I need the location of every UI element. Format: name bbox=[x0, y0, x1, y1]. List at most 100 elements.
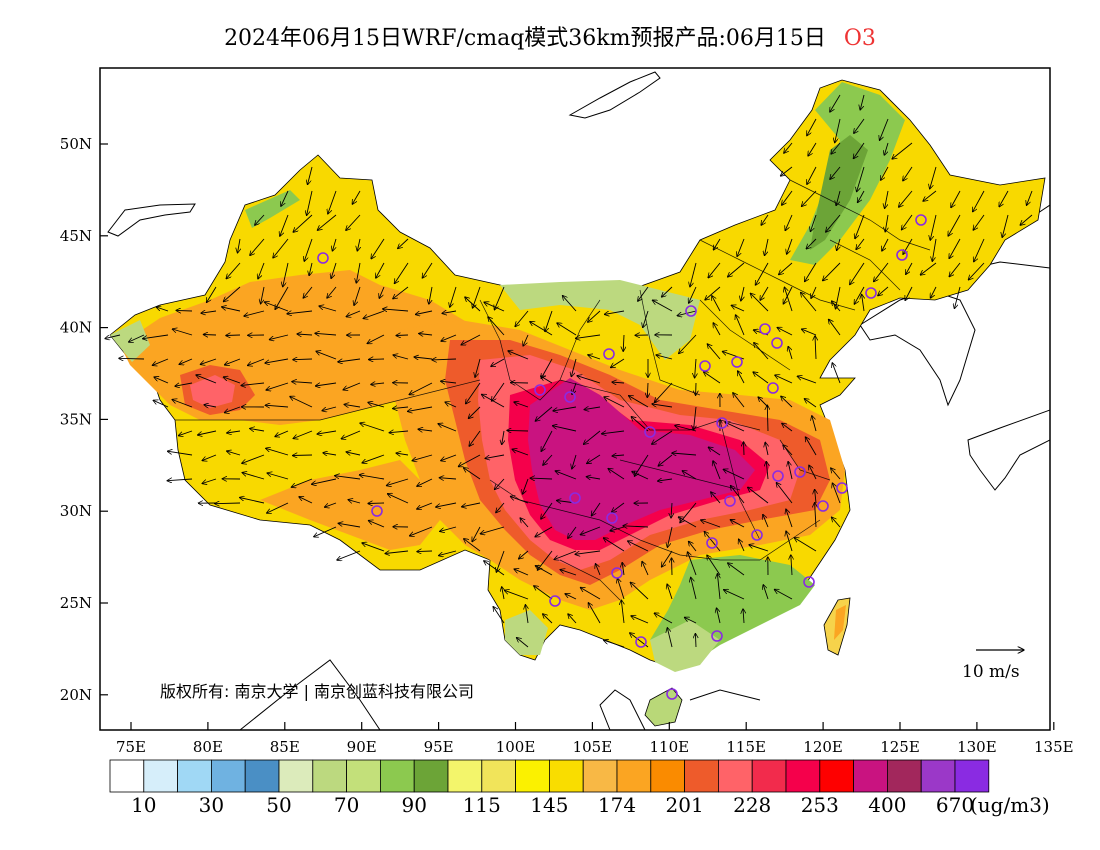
wind-arrow bbox=[393, 407, 409, 409]
wind-arrow bbox=[704, 372, 721, 384]
wind-arrow bbox=[337, 550, 361, 560]
wind-arrow bbox=[610, 526, 625, 531]
wind-arrow bbox=[555, 471, 577, 480]
wind-arrow bbox=[647, 382, 648, 398]
legend-label: 670 bbox=[936, 793, 974, 817]
wind-arrow bbox=[902, 214, 913, 230]
map-title: 2024年06月15日WRF/cmaq模式36km预报产品:06月15日 O3 bbox=[0, 20, 1100, 52]
wind-arrow bbox=[690, 262, 697, 287]
wind-arrow bbox=[393, 286, 409, 299]
legend-swatch bbox=[413, 759, 449, 793]
wind-arrow bbox=[788, 462, 793, 480]
wind-arrow bbox=[658, 454, 673, 466]
wind-arrow bbox=[328, 190, 337, 214]
wind-arrow bbox=[293, 430, 313, 439]
wind-arrow bbox=[396, 335, 409, 336]
wind-arrow bbox=[724, 590, 745, 600]
wind-arrow bbox=[623, 334, 624, 351]
wind-arrow bbox=[642, 561, 649, 576]
wind-arrow bbox=[534, 586, 553, 600]
wind-arrow bbox=[441, 334, 457, 341]
wind-arrow bbox=[439, 550, 457, 556]
wind-arrow bbox=[557, 323, 577, 336]
wind-arrow bbox=[156, 307, 169, 312]
lat-tick-label: 20N bbox=[60, 686, 92, 704]
wind-arrow bbox=[708, 262, 721, 278]
wind-scale-label: 10 m/s bbox=[962, 662, 1020, 682]
wind-arrow bbox=[553, 406, 577, 411]
wind-arrow bbox=[903, 238, 913, 254]
wind-arrow bbox=[261, 286, 265, 304]
wind-arrow bbox=[725, 422, 745, 432]
wind-arrow bbox=[227, 451, 241, 456]
wind-arrow bbox=[999, 190, 1009, 207]
wind-arrow bbox=[363, 310, 385, 319]
wind-arrow bbox=[508, 351, 529, 360]
wind-arrow bbox=[577, 376, 601, 384]
wind-arrow bbox=[930, 286, 937, 298]
wind-arrow bbox=[608, 469, 625, 480]
lon-tick-label: 100E bbox=[496, 738, 536, 756]
wind-arrow bbox=[708, 447, 721, 456]
wind-arrow bbox=[515, 310, 529, 327]
legend-swatch bbox=[109, 759, 145, 793]
wind-arrow bbox=[784, 287, 793, 312]
wind-arrow bbox=[368, 402, 385, 408]
wind-arrow bbox=[654, 613, 673, 624]
wind-arrow bbox=[335, 476, 361, 480]
wind-arrow bbox=[713, 323, 721, 336]
wind-arrow bbox=[343, 382, 361, 390]
wind-arrow bbox=[465, 297, 481, 312]
wind-arrow bbox=[554, 550, 577, 560]
wind-arrow bbox=[472, 526, 481, 542]
wind-arrow bbox=[713, 238, 721, 250]
legend-swatch bbox=[887, 759, 922, 793]
wind-arrow bbox=[580, 526, 601, 535]
wind-arrow bbox=[741, 286, 744, 301]
wind-arrow bbox=[604, 397, 625, 408]
legend-swatch bbox=[853, 759, 888, 793]
wind-arrow bbox=[804, 399, 817, 408]
wind-arrow bbox=[760, 286, 769, 300]
wind-arrow bbox=[319, 306, 337, 312]
wind-arrow bbox=[805, 262, 817, 282]
city-marker bbox=[711, 630, 723, 642]
wind-arrow bbox=[765, 238, 769, 256]
wind-arrow bbox=[466, 382, 481, 404]
wind-arrow bbox=[222, 307, 241, 312]
city-marker bbox=[794, 466, 806, 478]
wind-arrow bbox=[591, 502, 601, 516]
wind-arrow bbox=[267, 473, 289, 480]
wind-arrow bbox=[541, 376, 553, 384]
wind-arrow bbox=[196, 375, 217, 384]
legend-label: 253 bbox=[801, 793, 839, 817]
wind-arrow bbox=[469, 430, 481, 446]
wind-arrow bbox=[832, 483, 841, 504]
legend-swatch bbox=[718, 759, 753, 793]
wind-arrow bbox=[855, 214, 865, 239]
wind-arrow bbox=[387, 494, 409, 504]
wind-arrow bbox=[315, 333, 337, 335]
wind-arrow bbox=[695, 358, 696, 378]
wind-arrow bbox=[325, 502, 337, 507]
wind-arrow bbox=[595, 564, 601, 576]
wind-arrow bbox=[782, 423, 793, 432]
city-marker bbox=[803, 576, 815, 588]
wind-arrow bbox=[806, 238, 817, 249]
wind-arrow bbox=[652, 430, 673, 444]
wind-arrow bbox=[809, 465, 817, 480]
wind-arrow bbox=[535, 526, 553, 537]
wind-arrow bbox=[730, 486, 745, 504]
wind-arrow bbox=[494, 286, 505, 310]
wind-arrow bbox=[738, 371, 745, 384]
wind-arrow bbox=[167, 451, 193, 456]
wind-arrow bbox=[878, 286, 889, 296]
wind-arrow bbox=[415, 310, 433, 315]
wind-arrow bbox=[586, 477, 601, 479]
band-green-mongolia bbox=[500, 280, 700, 360]
wind-arrow bbox=[832, 517, 841, 528]
band-magenta-core bbox=[528, 378, 755, 540]
wind-arrow bbox=[707, 555, 721, 576]
wind-arrow bbox=[520, 518, 529, 528]
